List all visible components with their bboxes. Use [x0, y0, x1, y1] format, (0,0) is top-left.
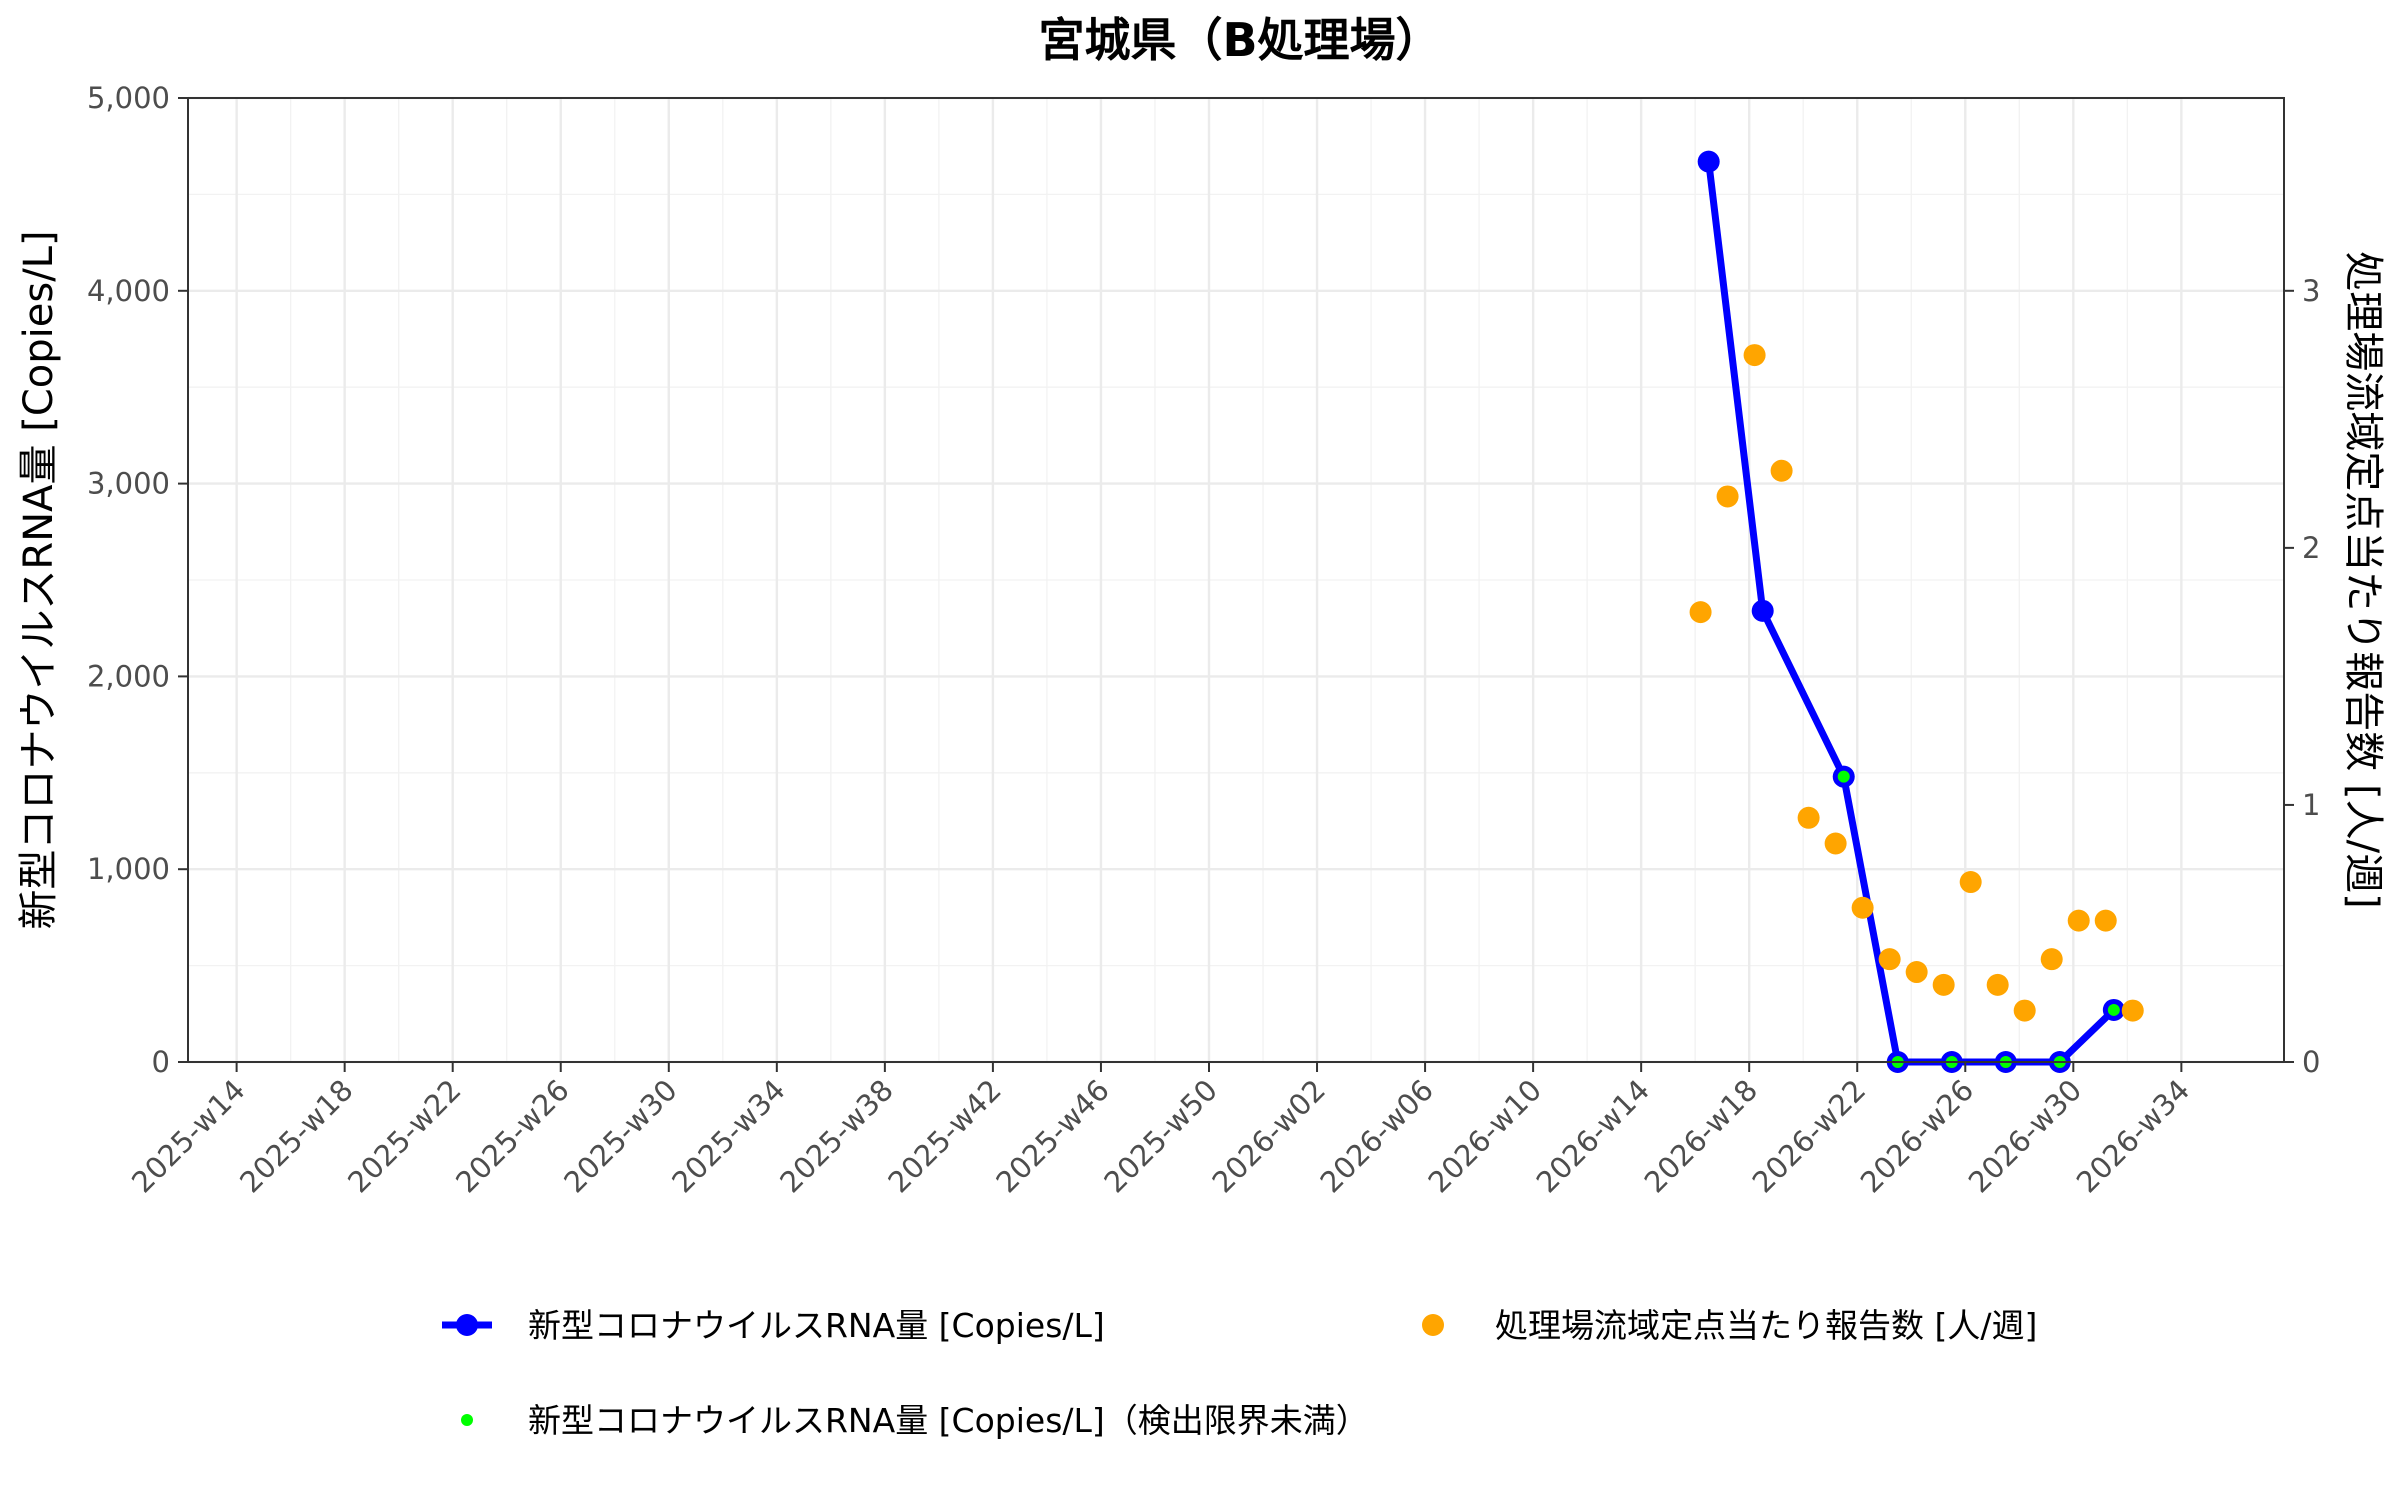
- left-axis: 0 1,000 2,000 3,000 4,000 5,000: [87, 81, 188, 1079]
- reports-data-point: [1986, 973, 2009, 996]
- chart-title: 宮城県（B処理場）: [1038, 13, 1441, 67]
- series-layer: [1689, 150, 2144, 1073]
- x-axis-tick-label: 2026-w22: [1746, 1073, 1872, 1199]
- rna-data-point: [1751, 599, 1774, 622]
- legend-below-limit-label: 新型コロナウイルスRNA量 [Copies/L]（検出限界未満）: [528, 1401, 1369, 1440]
- left-axis-tick-label: 4,000: [87, 274, 170, 308]
- left-axis-tick-label: 0: [152, 1045, 170, 1079]
- x-axis-tick-label: 2026-w02: [1205, 1073, 1331, 1199]
- x-axis-tick-label: 2025-w38: [773, 1073, 899, 1199]
- plot-border: [187, 97, 2285, 1063]
- x-axis-tick-label: 2026-w18: [1638, 1073, 1764, 1199]
- right-axis: 0 1 2 3: [2284, 274, 2320, 1079]
- reports-data-point: [1824, 832, 1847, 855]
- x-axis-tick-label: 2026-w14: [1530, 1073, 1656, 1199]
- x-axis-tick-label: 2026-w06: [1314, 1073, 1440, 1199]
- x-axis-tick-label: 2026-w30: [1962, 1073, 2088, 1199]
- x-axis-tick-label: 2025-w42: [881, 1073, 1007, 1199]
- below-limit-data-point: [2107, 1003, 2120, 1016]
- legend: 新型コロナウイルスRNA量 [Copies/L] 処理場流域定点当たり報告数 […: [442, 1306, 2037, 1440]
- x-axis-tick-label: 2026-w10: [1422, 1073, 1548, 1199]
- reports-data-point: [2067, 909, 2090, 932]
- x-axis-tick-label: 2026-w26: [1854, 1073, 1980, 1199]
- reports-data-point: [1770, 459, 1793, 482]
- left-axis-tick-label: 2,000: [87, 659, 170, 693]
- rna-data-point: [1697, 150, 1720, 173]
- reports-data-point: [2121, 999, 2144, 1022]
- legend-below-limit-marker-icon: [461, 1414, 473, 1426]
- x-axis-tick-label: 2025-w30: [557, 1073, 683, 1199]
- reports-data-point: [2094, 909, 2117, 932]
- reports-data-point: [1851, 896, 1874, 919]
- reports-data-point: [1716, 485, 1739, 508]
- reports-data-point: [1743, 344, 1766, 367]
- left-axis-tick-label: 5,000: [87, 81, 170, 115]
- legend-rna-marker-icon: [456, 1314, 478, 1336]
- below-limit-data-point: [1837, 770, 1850, 783]
- grid-minor: [188, 98, 2284, 1062]
- right-axis-title: 処理場流域定点当たり報告数 [人/週]: [2340, 251, 2386, 908]
- reports-data-point: [1689, 601, 1712, 624]
- left-axis-tick-label: 3,000: [87, 467, 170, 501]
- x-axis-tick-label: 2025-w50: [1097, 1073, 1223, 1199]
- legend-item-reports: 処理場流域定点当たり報告数 [人/週]: [1422, 1306, 2037, 1345]
- left-axis-title: 新型コロナウイルスRNA量 [Copies/L]: [16, 230, 62, 929]
- reports-data-point: [2013, 999, 2036, 1022]
- legend-reports-marker-icon: [1422, 1314, 1444, 1336]
- x-axis-tick-label: 2025-w34: [665, 1073, 791, 1199]
- left-axis-tick-label: 1,000: [87, 852, 170, 886]
- reports-data-point: [1797, 806, 1820, 829]
- x-axis-tick-label: 2026-w34: [2070, 1073, 2196, 1199]
- x-axis-tick-label: 2025-w22: [341, 1073, 467, 1199]
- reports-data-point: [1932, 973, 1955, 996]
- legend-rna-label: 新型コロナウイルスRNA量 [Copies/L]: [528, 1306, 1105, 1345]
- x-axis-tick-label: 2025-w26: [449, 1073, 575, 1199]
- right-axis-tick-label: 1: [2302, 788, 2320, 822]
- x-axis-tick-label: 2025-w14: [125, 1073, 251, 1199]
- reports-data-point: [2040, 948, 2063, 971]
- plot-panel: [187, 96, 2285, 1073]
- x-axis-tick-label: 2025-w46: [989, 1073, 1115, 1199]
- reports-data-point: [1959, 871, 1982, 894]
- legend-item-below-limit: 新型コロナウイルスRNA量 [Copies/L]（検出限界未満）: [461, 1401, 1369, 1440]
- x-axis: 2025-w142025-w182025-w222025-w262025-w30…: [125, 1062, 2196, 1199]
- x-axis-tick-label: 2025-w18: [233, 1073, 359, 1199]
- right-axis-tick-label: 3: [2302, 274, 2320, 308]
- reports-data-point: [1878, 948, 1901, 971]
- right-axis-tick-label: 2: [2302, 531, 2320, 565]
- right-axis-tick-label: 0: [2302, 1045, 2320, 1079]
- reports-data-point: [1905, 961, 1928, 984]
- legend-item-rna: 新型コロナウイルスRNA量 [Copies/L]: [442, 1306, 1105, 1345]
- legend-reports-label: 処理場流域定点当たり報告数 [人/週]: [1495, 1306, 2037, 1345]
